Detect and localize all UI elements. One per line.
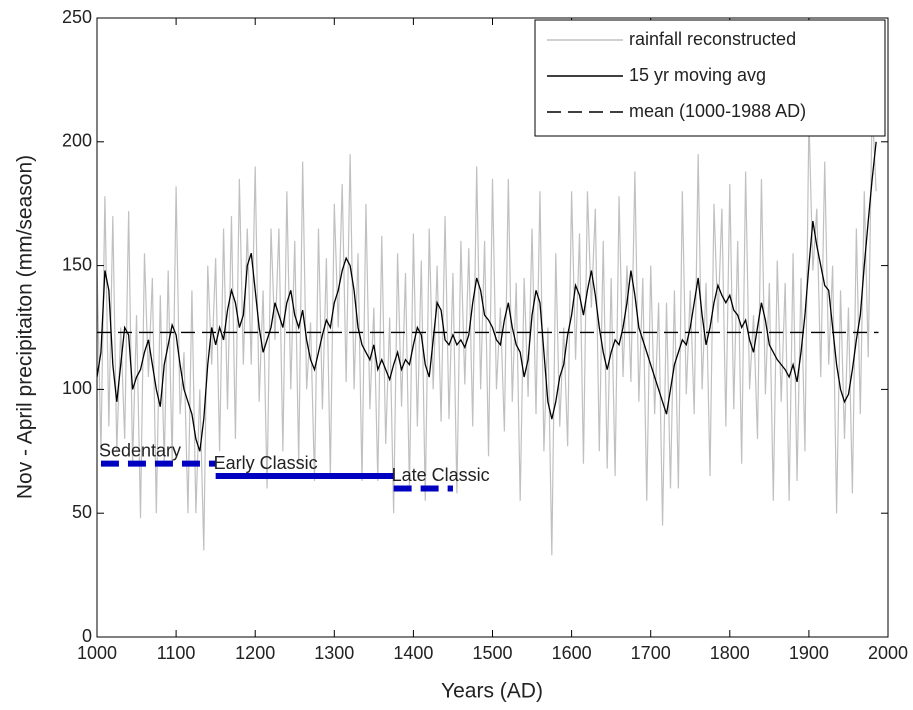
period-label: Sedentary xyxy=(99,440,181,460)
y-tick-label: 150 xyxy=(62,254,92,274)
x-tick-label: 2000 xyxy=(868,643,908,663)
x-tick-label: 1000 xyxy=(77,643,117,663)
y-tick-label: 50 xyxy=(72,502,92,522)
y-tick-label: 200 xyxy=(62,131,92,151)
x-tick-label: 1900 xyxy=(789,643,829,663)
period-label: Late Classic xyxy=(392,465,490,485)
y-tick-label: 100 xyxy=(62,378,92,398)
period-label: Early Classic xyxy=(214,453,318,473)
x-tick-label: 1700 xyxy=(631,643,671,663)
x-tick-label: 1100 xyxy=(157,643,196,663)
legend-label: rainfall reconstructed xyxy=(629,29,796,49)
x-tick-label: 1800 xyxy=(710,643,750,663)
x-tick-label: 1300 xyxy=(314,643,354,663)
series-line xyxy=(97,104,877,556)
series-line xyxy=(97,141,877,452)
y-axis-label: Nov - April precipitaiton (mm/season) xyxy=(14,155,37,499)
y-tick-label: 0 xyxy=(82,626,92,646)
x-tick-label: 1200 xyxy=(235,643,275,663)
x-tick-label: 1500 xyxy=(472,643,512,663)
x-tick-label: 1600 xyxy=(552,643,592,663)
legend-label: 15 yr moving avg xyxy=(629,65,766,85)
y-tick-label: 250 xyxy=(62,7,92,27)
x-tick-label: 1400 xyxy=(393,643,433,663)
legend-label: mean (1000-1988 AD) xyxy=(629,101,806,121)
x-axis-label: Years (AD) xyxy=(441,680,543,703)
